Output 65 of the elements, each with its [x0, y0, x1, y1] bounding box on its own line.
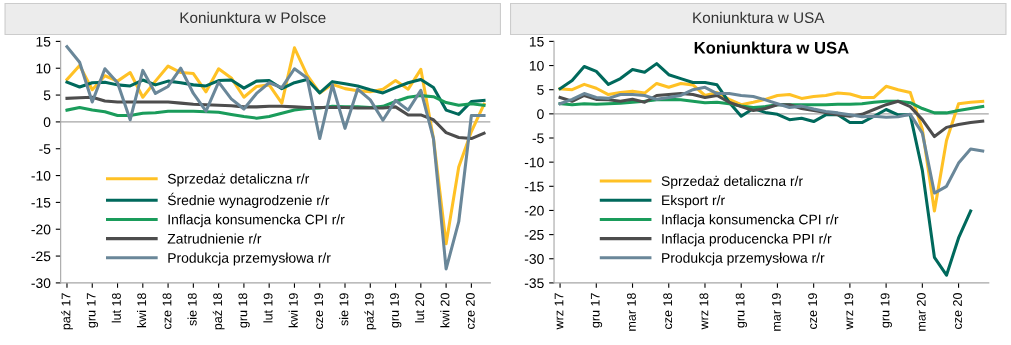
x-tick-label: cze 20	[465, 293, 475, 329]
x-tick-label: lut 19	[263, 293, 273, 323]
y-tick-label: -25	[524, 229, 544, 240]
x-tick-label: wrz 18	[699, 293, 709, 330]
x-tick-label: cze 19	[314, 293, 324, 329]
legend-label: Sprzedaż detaliczna r/r	[167, 173, 310, 187]
x-tick-label: sie 19	[339, 293, 349, 326]
x-tick-label: lut 18	[111, 293, 121, 323]
legend-label: Średnie wynagrodzenie r/r	[167, 192, 330, 208]
y-tick-label: 5	[537, 85, 544, 95]
x-tick-label: cze 20	[953, 293, 962, 329]
y-tick-label: -15	[524, 181, 544, 192]
y-tick-label: -20	[524, 205, 544, 216]
y-tick-label: 0	[43, 117, 51, 128]
y-tick-label: -5	[532, 133, 544, 144]
x-tick-label: mar 20	[916, 293, 926, 331]
x-tick-label: kwi 18	[136, 293, 147, 328]
legend-label: Inflacja konsumencka CPI r/r	[662, 214, 839, 228]
x-tick-label: wrz 19	[844, 293, 854, 330]
line-series	[558, 62, 973, 277]
x-tick-label: mar 18	[627, 293, 636, 331]
x-tick-label: cze 18	[663, 293, 673, 329]
x-tick-label: kwi 19	[288, 293, 298, 328]
y-tick-label: 5	[43, 90, 51, 101]
x-tick-label: gru 18	[735, 293, 748, 328]
y-tick-label: 15	[529, 36, 544, 47]
y-tick-label: 10	[529, 60, 544, 71]
legend-label: Sprzedaż detaliczna r/r	[661, 175, 803, 189]
y-tick-label: 15	[36, 36, 51, 47]
x-tick-label: gru 17	[86, 293, 99, 328]
legend-label: Produkcja przemysłowa r/r	[168, 252, 331, 266]
x-tick-label: gru 17	[590, 293, 603, 328]
y-tick-label: 0	[537, 109, 544, 120]
legend-label: Zatrudnienie r/r	[167, 233, 262, 244]
x-tick-label: cze 18	[162, 293, 172, 329]
legend-label: Inflacja konsumencka CPI r/r	[168, 214, 345, 228]
chart-title: Koniunktura w Polsce	[180, 11, 326, 24]
y-tick-label: -30	[524, 254, 544, 264]
chart-title: Koniunktura w USA	[693, 11, 825, 24]
x-tick-label: paź 17	[61, 293, 73, 330]
y-tick-label: -25	[31, 251, 51, 262]
y-tick-label: -30	[31, 278, 51, 289]
y-tick-label: -10	[524, 157, 544, 168]
x-tick-label: lut 20	[415, 293, 425, 323]
x-tick-label: gru 18	[238, 293, 250, 328]
y-tick-label: -15	[31, 197, 51, 208]
line-series	[558, 85, 985, 195]
x-tick-label: sie 18	[187, 293, 197, 326]
x-tick-label: paź 19	[364, 293, 377, 330]
y-tick-label: 10	[36, 63, 51, 74]
y-tick-label: -5	[39, 144, 51, 154]
x-tick-label: gru 19	[880, 293, 892, 328]
x-tick-label: mar 19	[771, 293, 781, 331]
x-tick-label: gru 19	[390, 293, 402, 328]
y-tick-label: -35	[524, 278, 544, 289]
legend-label: Produkcja przemysłowa r/r	[662, 252, 825, 266]
legend-label: Eksport r/r	[662, 195, 725, 208]
y-tick-label: -10	[31, 170, 51, 181]
x-tick-label: kwi 20	[440, 293, 450, 328]
x-tick-label: cze 19	[808, 293, 818, 329]
x-tick-label: wrz 17	[554, 293, 564, 330]
x-tick-label: paź 18	[212, 293, 225, 330]
chart-subtitle: Koniunktura w USA	[694, 41, 849, 54]
y-tick-label: -20	[31, 224, 51, 235]
legend-label: Inflacja producencka PPI r/r	[662, 233, 832, 247]
